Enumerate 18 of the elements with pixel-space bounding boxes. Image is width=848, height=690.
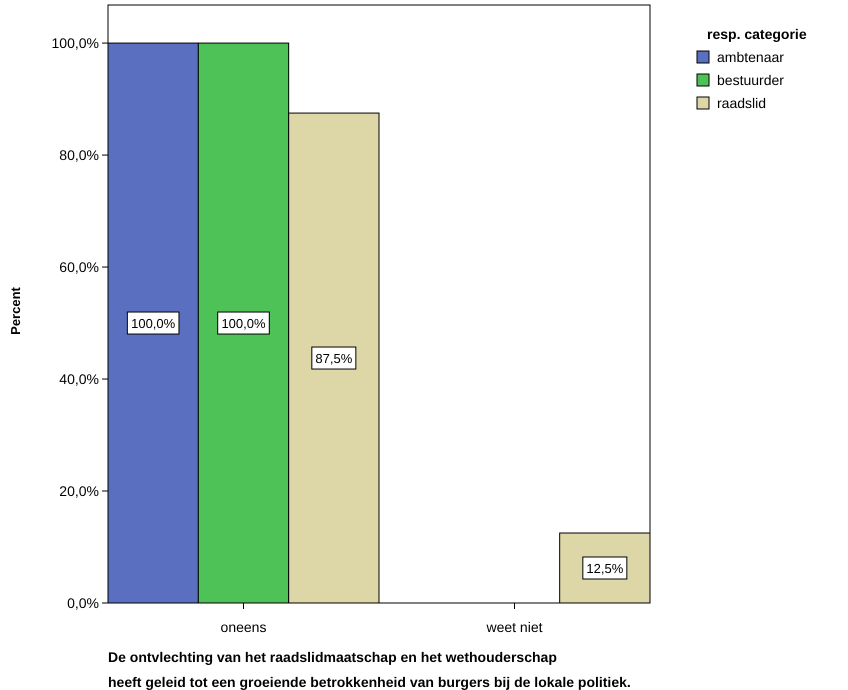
legend-label: ambtenaar	[717, 49, 784, 65]
data-label: 100,0%	[131, 316, 176, 332]
y-tick-label: 60,0%	[59, 259, 99, 276]
y-tick-label: 40,0%	[59, 371, 99, 388]
y-axis-title: Percent	[8, 286, 23, 335]
data-label: 100,0%	[221, 316, 266, 332]
legend-label: bestuurder	[717, 72, 784, 88]
x-tick-label: oneens	[220, 619, 266, 635]
y-tick-label: 100,0%	[52, 35, 99, 52]
y-tick-label: 20,0%	[59, 483, 99, 500]
legend-title: resp. categorie	[707, 26, 807, 42]
x-tick-label: weet niet	[485, 619, 543, 635]
data-label: 87,5%	[315, 351, 353, 366]
y-tick-label: 80,0%	[59, 147, 99, 164]
x-axis-title: De ontvlechting van het raadslidmaatschap en het wethouderschap heeft geleid tot een groeiende betrokkenheid van burgers bij de lokale politiek.	[108, 649, 631, 690]
data-label: 12,5%	[586, 561, 624, 576]
y-tick-label: 0,0%	[67, 595, 99, 611]
legend-label: raadslid	[717, 95, 766, 111]
